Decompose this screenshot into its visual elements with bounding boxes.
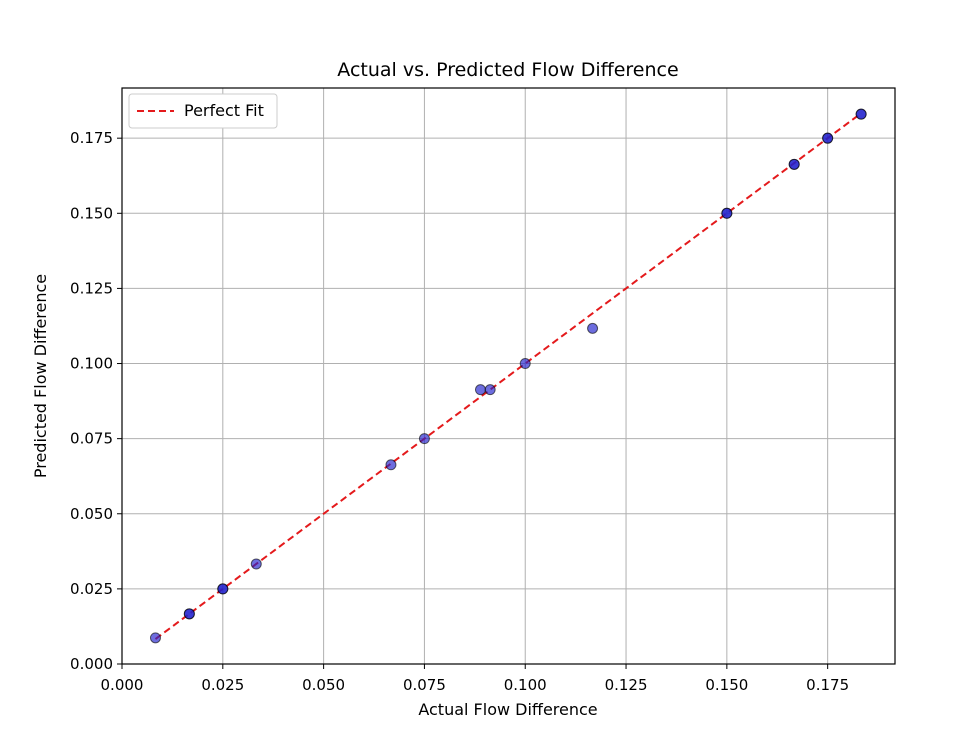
data-point — [474, 384, 486, 396]
y-tick-label: 0.125 — [70, 279, 113, 297]
y-tick-label: 0.000 — [70, 655, 113, 673]
x-tick-label: 0.025 — [201, 676, 244, 694]
data-point — [250, 558, 262, 570]
data-point — [418, 433, 430, 445]
fit-line-group — [154, 112, 862, 640]
y-tick-label: 0.050 — [70, 505, 113, 523]
x-tick-label: 0.150 — [705, 676, 748, 694]
y-axis-title: Predicted Flow Difference — [31, 274, 50, 478]
data-point — [721, 207, 733, 219]
x-tick-label: 0.100 — [504, 676, 547, 694]
perfect-fit-line — [154, 112, 862, 640]
x-tick-label: 0.125 — [605, 676, 648, 694]
data-point — [385, 459, 397, 471]
y-tick-label: 0.150 — [70, 204, 113, 222]
y-tick-label: 0.075 — [70, 430, 113, 448]
x-tick-label: 0.050 — [302, 676, 345, 694]
data-point — [855, 108, 867, 120]
data-point — [183, 608, 195, 620]
x-tick-label: 0.075 — [403, 676, 446, 694]
data-points — [149, 108, 867, 644]
data-point — [217, 583, 229, 595]
data-point — [587, 322, 599, 334]
data-point — [519, 358, 531, 370]
plot-frame — [121, 87, 896, 665]
x-tick-label: 0.175 — [806, 676, 849, 694]
chart-title: Actual vs. Predicted Flow Difference — [337, 59, 678, 81]
data-point — [822, 132, 834, 144]
y-tick-label: 0.175 — [70, 129, 113, 147]
data-point — [788, 158, 800, 170]
legend-entry-perfect-fit: Perfect Fit — [184, 101, 264, 120]
x-tick-label: 0.000 — [101, 676, 144, 694]
axis-ticks: 0.000 0.025 0.050 0.075 0.100 0.125 0.150 0.175… — [70, 129, 849, 694]
y-tick-label: 0.025 — [70, 580, 113, 598]
x-axis-title: Actual Flow Difference — [418, 700, 597, 719]
legend-box — [128, 93, 278, 129]
legend: Perfect Fit — [128, 93, 278, 129]
data-point — [484, 384, 496, 396]
data-point — [149, 632, 161, 644]
y-tick-label: 0.100 — [70, 355, 113, 373]
grid-lines — [121, 88, 895, 665]
